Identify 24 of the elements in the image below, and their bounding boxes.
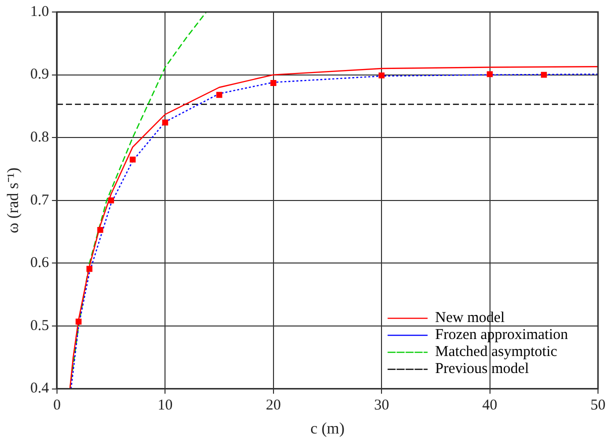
x-tick-label: 0 (53, 398, 61, 414)
y-tick-label: 0.7 (30, 192, 50, 208)
point (270, 80, 276, 86)
y-tick-label: 0.6 (30, 255, 50, 272)
x-axis-title: c (m) (310, 420, 345, 438)
x-tick-label: 50 (590, 398, 606, 414)
y-tick-label: 0.9 (30, 66, 49, 83)
x-tick-label: 30 (374, 398, 390, 414)
x-tick-label: 40 (482, 398, 498, 414)
x-tick-label: 20 (266, 398, 281, 414)
point (130, 156, 136, 163)
point (162, 120, 168, 126)
legend-label: Matched asymptotic (435, 344, 558, 360)
y-tick-label: 0.4 (30, 380, 50, 397)
y-tick-label: 1.0 (30, 4, 49, 20)
x-tick-label: 10 (158, 398, 173, 414)
y-tick-label: 0.5 (30, 318, 49, 334)
y-axis-title: ω (rad s⁻¹) (4, 168, 22, 234)
point (216, 92, 222, 98)
legend-label: Previous model (435, 361, 529, 378)
point (378, 72, 385, 78)
point (486, 71, 493, 78)
point (540, 72, 547, 78)
y-tick-label: 0.8 (30, 130, 49, 146)
